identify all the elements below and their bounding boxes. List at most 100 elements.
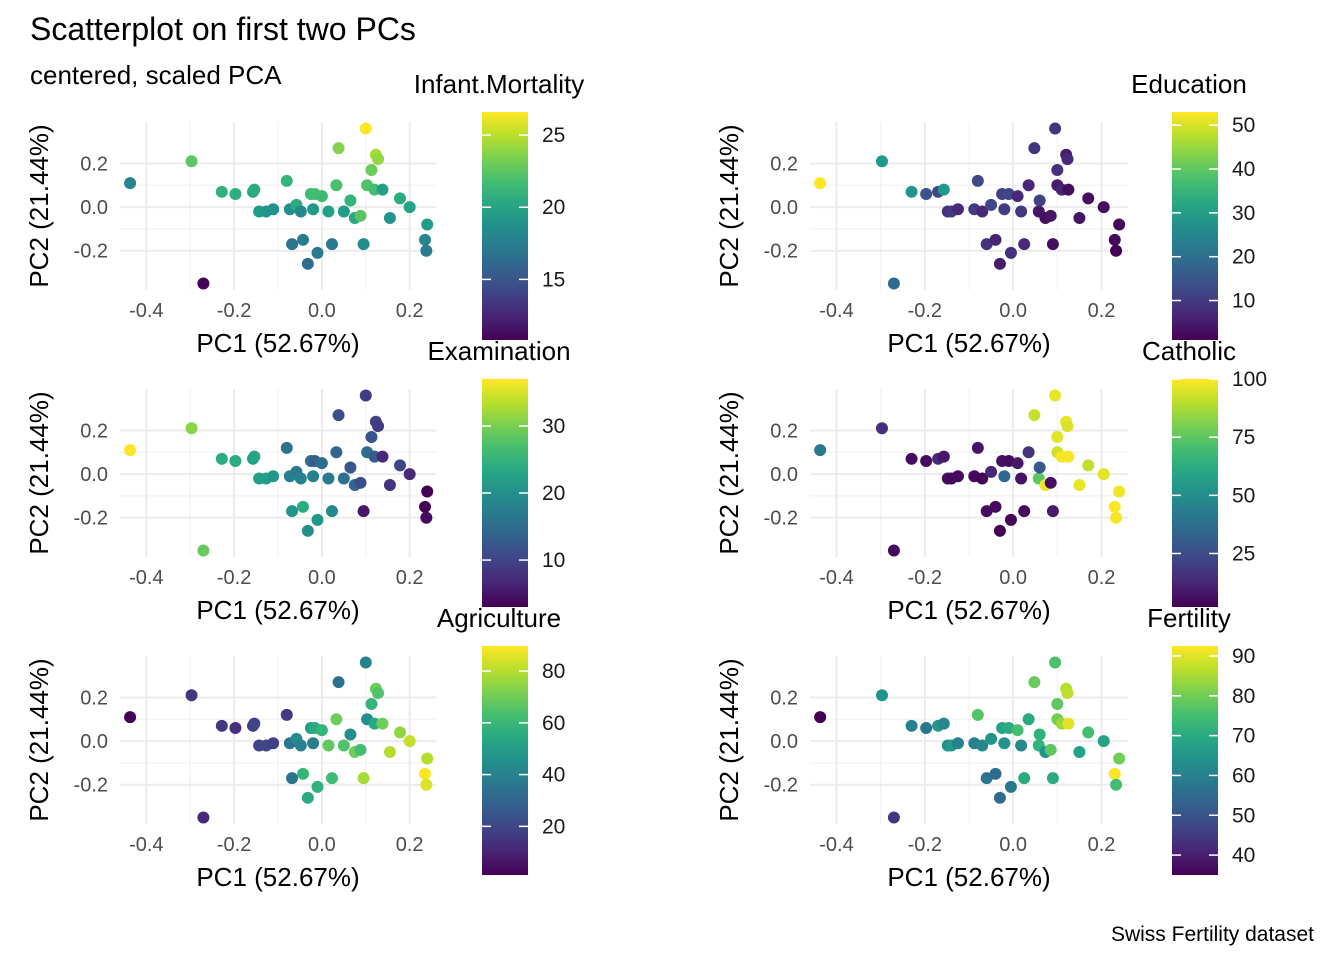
data-point [267, 470, 280, 483]
data-point [1108, 500, 1121, 513]
data-point [1062, 717, 1075, 730]
data-point [297, 767, 310, 780]
data-point [1044, 476, 1057, 489]
data-point [1033, 728, 1046, 741]
x-tick-label: 0.0 [308, 834, 336, 856]
data-point [315, 724, 328, 737]
data-point [229, 455, 242, 467]
data-point [325, 772, 338, 785]
data-point [1049, 122, 1062, 135]
data-point [937, 450, 950, 463]
y-tick-label: 0.0 [80, 197, 108, 219]
y-tick-label: 0.2 [80, 420, 108, 442]
data-point [286, 238, 299, 251]
legend-tick-label: 30 [1232, 202, 1255, 225]
data-point [124, 711, 137, 724]
x-tick-label: -0.4 [819, 300, 853, 322]
x-axis-title: PC1 (52.67%) [887, 862, 1050, 892]
data-point [951, 203, 964, 216]
data-point [1022, 446, 1035, 459]
y-tick-label: 0.2 [770, 420, 798, 442]
data-point [1110, 511, 1123, 524]
data-point [307, 470, 320, 483]
data-point [365, 164, 378, 176]
data-point [905, 185, 918, 198]
data-point [998, 203, 1011, 216]
data-point [1011, 724, 1024, 737]
y-tick-label: -0.2 [74, 241, 108, 263]
data-point [1022, 179, 1035, 192]
data-point [1110, 244, 1123, 257]
x-tick-label: 0.2 [396, 300, 424, 322]
legend-tick-label: 25 [542, 124, 565, 147]
x-tick-label: -0.4 [819, 567, 853, 589]
data-point [989, 767, 1002, 780]
data-point [267, 737, 280, 750]
legend-tick-label: 10 [542, 549, 565, 572]
x-tick-label: -0.2 [217, 567, 251, 589]
x-tick-label: 0.0 [308, 567, 336, 589]
data-point [322, 472, 335, 485]
data-point [248, 450, 261, 463]
data-point [1082, 726, 1095, 739]
x-tick-label: 0.2 [1088, 300, 1116, 322]
data-point [354, 209, 367, 222]
data-point [311, 246, 324, 259]
data-point [1051, 431, 1064, 443]
panels: -0.4 -0.2 0.0 0.2 -0.2 0.0 0.2 PC1 (52.67%) PC2 … [24, 69, 1267, 892]
x-tick-label: -0.4 [129, 300, 163, 322]
y-tick-label: 0.2 [80, 687, 108, 709]
legend-tick-label: 40 [1232, 844, 1255, 867]
x-axis-title: PC1 (52.67%) [196, 862, 359, 892]
data-point [1011, 190, 1024, 203]
data-point [1061, 153, 1074, 166]
legend-tick-label: 80 [542, 660, 565, 683]
legend-title: Education [1131, 69, 1247, 99]
data-point [124, 177, 137, 190]
data-point [297, 500, 310, 513]
data-point [197, 544, 210, 557]
data-point [1073, 212, 1086, 224]
data-point [330, 179, 343, 192]
data-point [1073, 746, 1086, 758]
data-point [814, 711, 827, 724]
chart-caption: Swiss Fertility dataset [1111, 923, 1314, 946]
x-tick-label: 0.0 [308, 300, 336, 322]
y-tick-label: 0.0 [770, 197, 798, 219]
data-point [359, 122, 372, 135]
x-axis-title: PC1 (52.67%) [887, 595, 1050, 625]
legend-tick-label: 25 [1232, 542, 1255, 565]
data-point [976, 739, 989, 752]
data-point [322, 739, 335, 752]
data-point [419, 233, 432, 246]
data-point [985, 198, 998, 211]
x-axis-title: PC1 (52.67%) [196, 328, 359, 358]
data-point [185, 689, 198, 702]
panel-infant-mortality: -0.4 -0.2 0.0 0.2 -0.2 0.0 0.2 PC1 (52.67%) PC2 … [24, 69, 584, 358]
data-point [1097, 201, 1110, 214]
data-point [315, 190, 328, 203]
data-point [403, 201, 416, 214]
data-point [1046, 505, 1059, 518]
data-point [1049, 656, 1062, 669]
panel-catholic: -0.4 -0.2 0.0 0.2 -0.2 0.0 0.2 PC1 (52.67%) PC2 … [714, 336, 1267, 625]
data-point [1113, 752, 1126, 765]
data-point [344, 461, 357, 474]
x-tick-label: 0.0 [999, 300, 1027, 322]
data-point [280, 174, 293, 187]
data-point [1018, 772, 1031, 785]
data-point [1061, 687, 1074, 700]
data-point [311, 780, 324, 793]
data-point [248, 183, 261, 196]
data-point [998, 737, 1011, 750]
data-point [1046, 772, 1059, 785]
panel-education: -0.4 -0.2 0.0 0.2 -0.2 0.0 0.2 PC1 (52.67%) PC2 … [714, 69, 1255, 358]
x-tick-label: -0.2 [217, 300, 251, 322]
data-point [1004, 780, 1017, 793]
legend-tick-label: 100 [1232, 368, 1267, 391]
data-point [248, 717, 261, 730]
data-point [337, 472, 350, 485]
data-point [1049, 389, 1062, 402]
data-point [951, 737, 964, 750]
data-point [1082, 192, 1095, 205]
